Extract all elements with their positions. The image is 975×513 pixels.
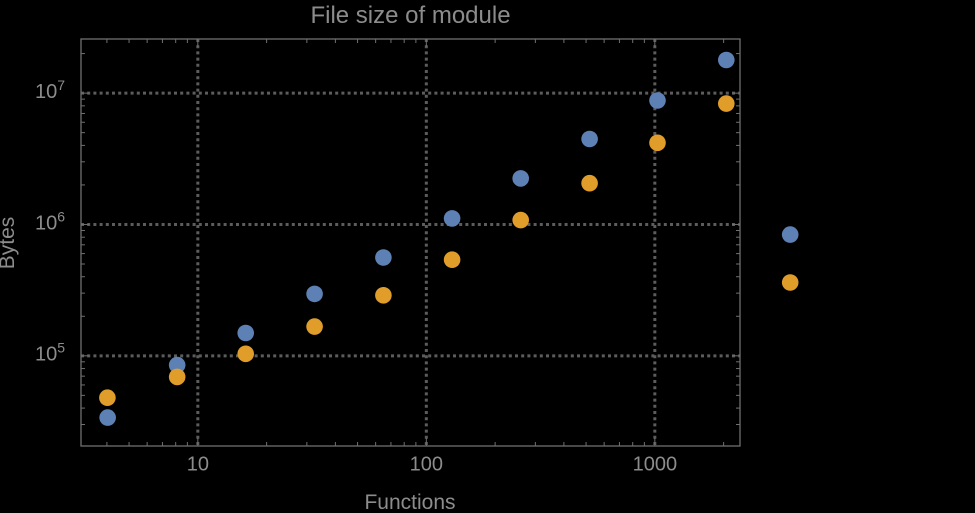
svg-text:10: 10	[187, 454, 209, 476]
svg-text:105: 105	[35, 340, 65, 366]
svg-text:107: 107	[35, 77, 65, 103]
svg-text:106: 106	[35, 208, 65, 234]
svg-text:1000: 1000	[633, 454, 678, 476]
svg-text:100: 100	[410, 454, 443, 476]
